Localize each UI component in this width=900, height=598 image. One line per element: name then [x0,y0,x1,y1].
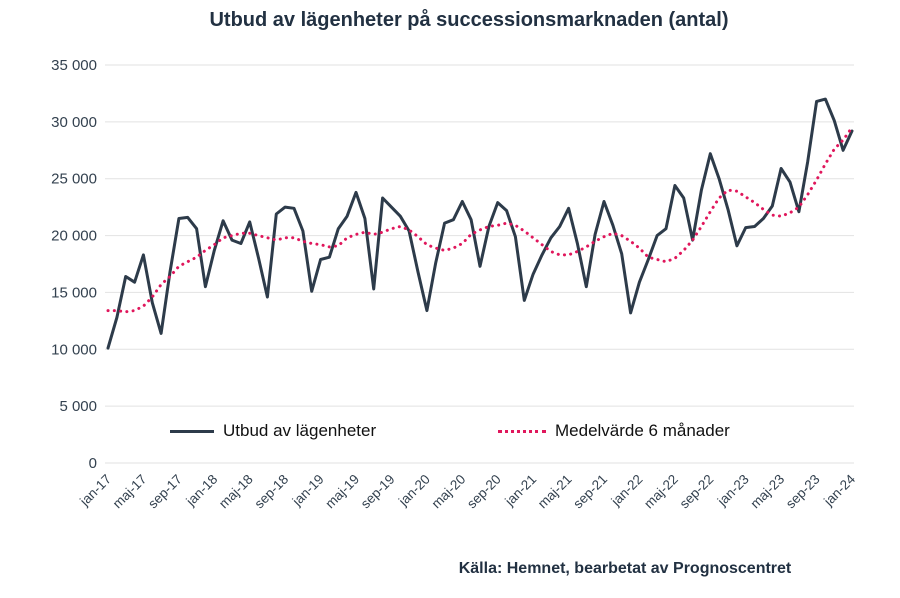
x-axis-tick-label: jan-18 [183,472,221,510]
x-axis-tick-label: jan-23 [714,472,752,510]
x-axis-tick-label: sep-18 [251,472,291,512]
y-axis-tick-label: 5 000 [59,398,97,415]
x-axis-tick-label: maj-19 [322,472,362,512]
x-axis-tick-label: jan-19 [289,472,327,510]
x-axis-tick-label: sep-23 [783,472,823,512]
legend-item-utbud: Utbud av lägenheter [170,421,376,441]
y-axis-tick-label: 0 [89,455,97,472]
x-axis-tick-label: maj-22 [641,472,681,512]
y-axis-tick-label: 10 000 [51,341,97,358]
x-axis-tick-label: maj-18 [216,472,256,512]
series-line-dotted [106,126,854,314]
legend-solid-line-sample [170,429,214,433]
legend-dotted-line-sample [498,429,546,433]
legend-label-medelvarde: Medelvärde 6 månader [555,421,730,440]
line-chart-canvas: 0 5 000 10 000 15 000 20 000 25 000 30 000 35 0… [51,57,858,512]
source-attribution: Källa: Hemnet, bearbetat av Prognoscentr… [458,560,792,577]
x-axis-tick-label: jan-17 [76,472,114,510]
y-axis-tick-label: 30 000 [51,114,97,131]
x-axis-tick-label: sep-20 [464,472,504,512]
x-axis-tick-label: maj-17 [110,472,150,512]
y-axis-tick-label: 20 000 [51,228,97,245]
chart-title: Utbud av lägenheter på successionsmarkna… [209,9,729,31]
x-axis-tick-label: sep-21 [570,472,610,512]
x-axis-tick-label: sep-22 [677,472,717,512]
x-axis-tick-label: jan-21 [501,472,539,510]
x-axis-tick-label: jan-22 [608,472,646,510]
x-axis-tick-label: maj-23 [747,472,787,512]
y-axis-tick-label: 35 000 [51,57,97,74]
legend-label-utbud: Utbud av lägenheter [223,421,377,440]
x-axis-tick-label: sep-19 [358,472,398,512]
legend-item-medelvarde: Medelvärde 6 månader [498,421,730,441]
x-axis-tick-label: jan-24 [820,471,858,509]
x-axis-tick-label: maj-20 [429,472,469,512]
y-axis-tick-label: 15 000 [51,284,97,301]
y-axis-tick-label: 25 000 [51,171,97,188]
x-axis-tick-label: sep-17 [145,472,185,512]
x-axis-tick-label: jan-20 [395,472,433,510]
x-axis-tick-label: maj-21 [535,472,575,512]
series-line-solid [106,97,854,350]
